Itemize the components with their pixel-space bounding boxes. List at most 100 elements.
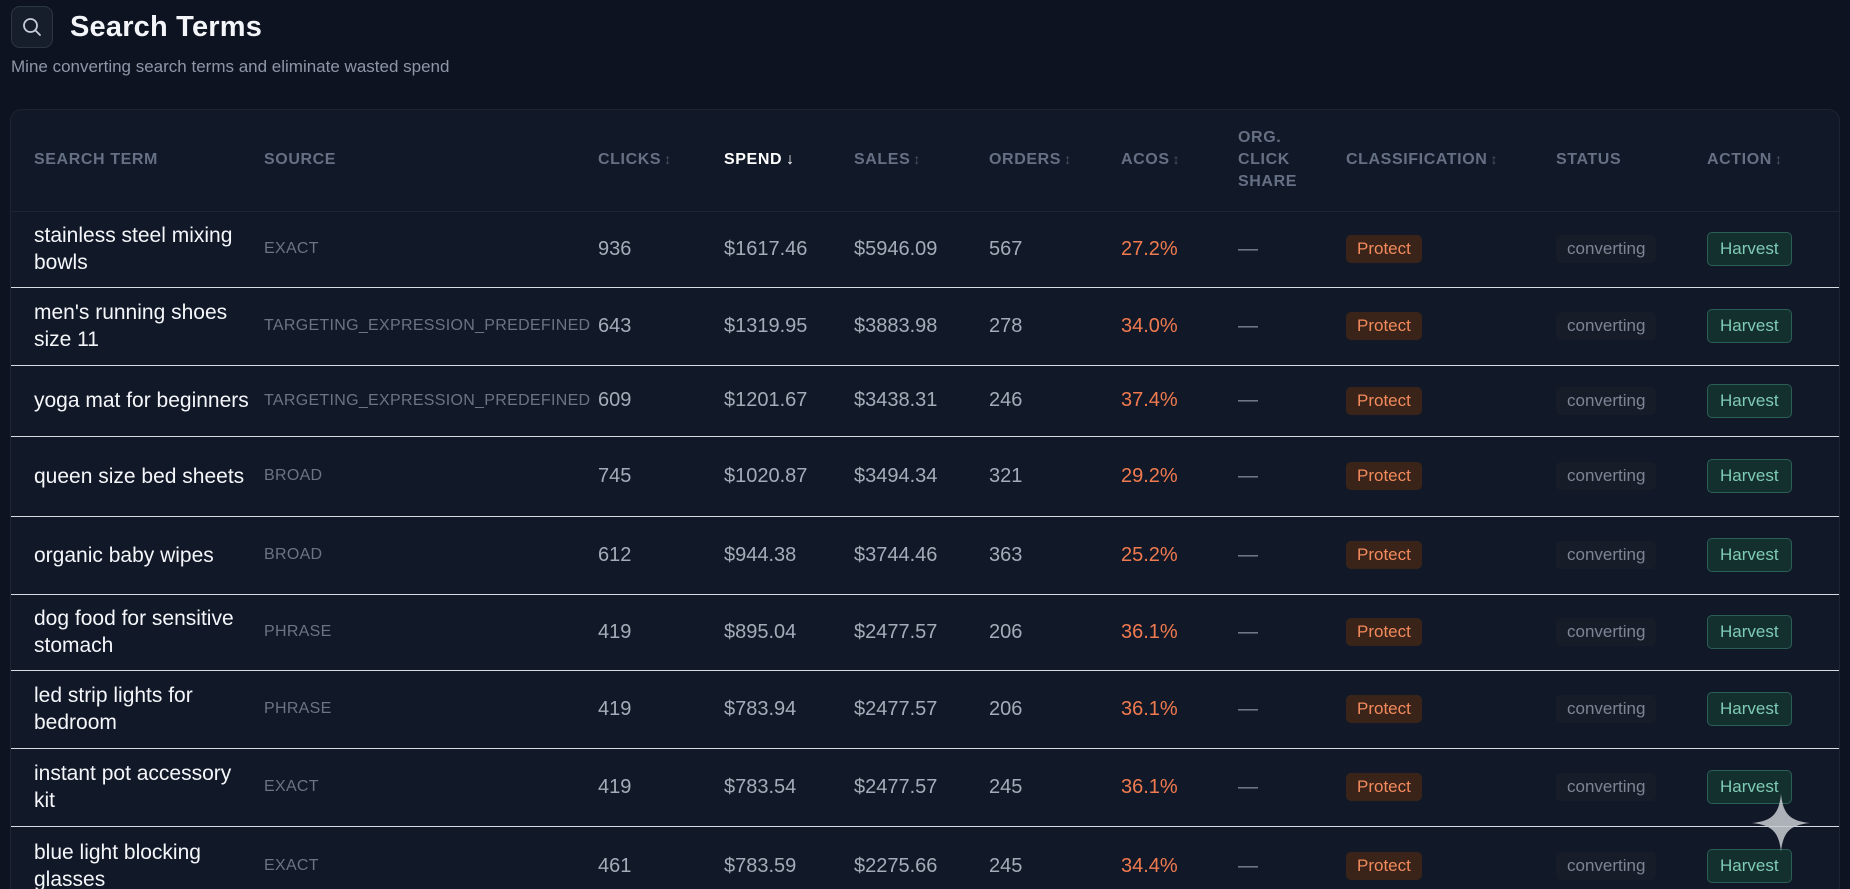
source-cell: EXACT [264, 826, 598, 889]
sales-cell: $2477.57 [854, 748, 989, 827]
classification-cell: Protect [1346, 516, 1556, 595]
clicks-cell: 419 [598, 670, 724, 749]
spend-cell: $1319.95 [724, 287, 854, 366]
classification-cell: Protect [1346, 826, 1556, 889]
status-cell: converting [1556, 287, 1707, 366]
search-terms-table-card: SEARCH TERM SOURCE CLICKS ↕ SPEND ↓ SALES ↕ [10, 109, 1840, 889]
harvest-button[interactable]: Harvest [1707, 538, 1792, 572]
source-cell: PHRASE [264, 670, 598, 749]
action-cell: Harvest [1707, 287, 1839, 366]
action-cell: Harvest [1707, 516, 1839, 595]
table-row: stainless steel mixing bowls EXACT 936 $161… [11, 211, 1839, 288]
column-header-label: STATUS [1556, 151, 1622, 169]
spend-cell: $895.04 [724, 594, 854, 671]
classification-badge: Protect [1346, 312, 1422, 340]
column-header-label: ACTION [1707, 151, 1772, 169]
action-cell: Harvest [1707, 826, 1839, 889]
harvest-button[interactable]: Harvest [1707, 849, 1792, 883]
column-header-label: ACOS [1121, 151, 1170, 169]
sort-descending-icon: ↓ [786, 151, 795, 169]
harvest-button[interactable]: Harvest [1707, 615, 1792, 649]
classification-badge: Protect [1346, 462, 1422, 490]
sales-cell: $3744.46 [854, 516, 989, 595]
harvest-button[interactable]: Harvest [1707, 692, 1792, 726]
column-header-label: ORDERS [989, 151, 1062, 169]
clicks-cell: 936 [598, 211, 724, 288]
orders-cell: 245 [989, 748, 1121, 827]
org-click-share-cell: — [1238, 211, 1346, 288]
source-cell: BROAD [264, 436, 598, 517]
harvest-button[interactable]: Harvest [1707, 770, 1792, 804]
orders-cell: 246 [989, 365, 1121, 437]
action-cell: Harvest [1707, 365, 1839, 437]
spend-cell: $944.38 [724, 516, 854, 595]
org-click-share-cell: — [1238, 287, 1346, 366]
status-cell: converting [1556, 365, 1707, 437]
column-header-spend[interactable]: SPEND ↓ [724, 110, 854, 212]
status-badge: converting [1556, 235, 1657, 263]
status-badge: converting [1556, 852, 1657, 880]
sort-icon: ↕ [1172, 151, 1181, 168]
harvest-button[interactable]: Harvest [1707, 232, 1792, 266]
status-cell: converting [1556, 826, 1707, 889]
spend-cell: $1617.46 [724, 211, 854, 288]
sort-icon: ↕ [1774, 151, 1783, 168]
org-click-share-cell: — [1238, 670, 1346, 749]
table-row: instant pot accessory kit EXACT 419 $783.54… [11, 748, 1839, 827]
search-term-cell: organic baby wipes [11, 516, 264, 595]
column-header-label: SPEND [724, 151, 783, 169]
table-row: men's running shoes size 11 TARGETING_EXP… [11, 287, 1839, 366]
classification-cell: Protect [1346, 365, 1556, 437]
org-click-share-cell: — [1238, 826, 1346, 889]
status-badge: converting [1556, 541, 1657, 569]
orders-cell: 567 [989, 211, 1121, 288]
classification-badge: Protect [1346, 618, 1422, 646]
column-header-label: SHARE [1238, 173, 1298, 191]
clicks-cell: 745 [598, 436, 724, 517]
table-row: yoga mat for beginners TARGETING_EXPRESSI… [11, 365, 1839, 437]
sales-cell: $3438.31 [854, 365, 989, 437]
sales-cell: $2477.57 [854, 670, 989, 749]
sort-icon: ↕ [1490, 151, 1499, 168]
search-term-cell: men's running shoes size 11 [11, 287, 264, 366]
sort-icon: ↕ [1064, 151, 1072, 168]
status-badge: converting [1556, 386, 1657, 415]
clicks-cell: 643 [598, 287, 724, 366]
column-header-clicks[interactable]: CLICKS ↕ [598, 110, 724, 212]
status-badge: converting [1556, 462, 1657, 490]
action-cell: Harvest [1707, 436, 1839, 517]
table-row: blue light blocking glasses EXACT 461 $783.… [11, 826, 1839, 889]
spend-cell: $783.94 [724, 670, 854, 749]
sales-cell: $5946.09 [854, 211, 989, 288]
classification-cell: Protect [1346, 748, 1556, 827]
column-header-org-click-share: ORG. CLICK SHARE [1238, 110, 1346, 212]
harvest-button[interactable]: Harvest [1707, 459, 1792, 493]
classification-cell: Protect [1346, 436, 1556, 517]
source-cell: EXACT [264, 748, 598, 827]
classification-cell: Protect [1346, 594, 1556, 671]
classification-badge: Protect [1346, 773, 1422, 801]
acos-cell: 34.4% [1121, 826, 1238, 889]
column-header-classification[interactable]: CLASSIFICATION ↕ [1346, 110, 1556, 212]
clicks-cell: 612 [598, 516, 724, 595]
column-header-label: CLASSIFICATION [1346, 151, 1488, 169]
clicks-cell: 609 [598, 365, 724, 437]
column-header-sales[interactable]: SALES ↕ [854, 110, 989, 212]
acos-cell: 29.2% [1121, 436, 1238, 517]
clicks-cell: 461 [598, 826, 724, 889]
column-header-action[interactable]: ACTION ↕ [1707, 110, 1839, 212]
harvest-button[interactable]: Harvest [1707, 309, 1792, 343]
column-header-source: SOURCE [264, 110, 598, 212]
sales-cell: $3494.34 [854, 436, 989, 517]
column-header-orders[interactable]: ORDERS ↕ [989, 110, 1121, 212]
spend-cell: $1201.67 [724, 365, 854, 437]
sales-cell: $2275.66 [854, 826, 989, 889]
column-header-acos[interactable]: ACOS ↕ [1121, 110, 1238, 212]
harvest-button[interactable]: Harvest [1707, 383, 1792, 418]
source-cell: EXACT [264, 211, 598, 288]
acos-cell: 36.1% [1121, 594, 1238, 671]
classification-badge: Protect [1346, 235, 1422, 263]
column-header-label: CLICKS [598, 151, 662, 169]
clicks-cell: 419 [598, 748, 724, 827]
org-click-share-cell: — [1238, 594, 1346, 671]
